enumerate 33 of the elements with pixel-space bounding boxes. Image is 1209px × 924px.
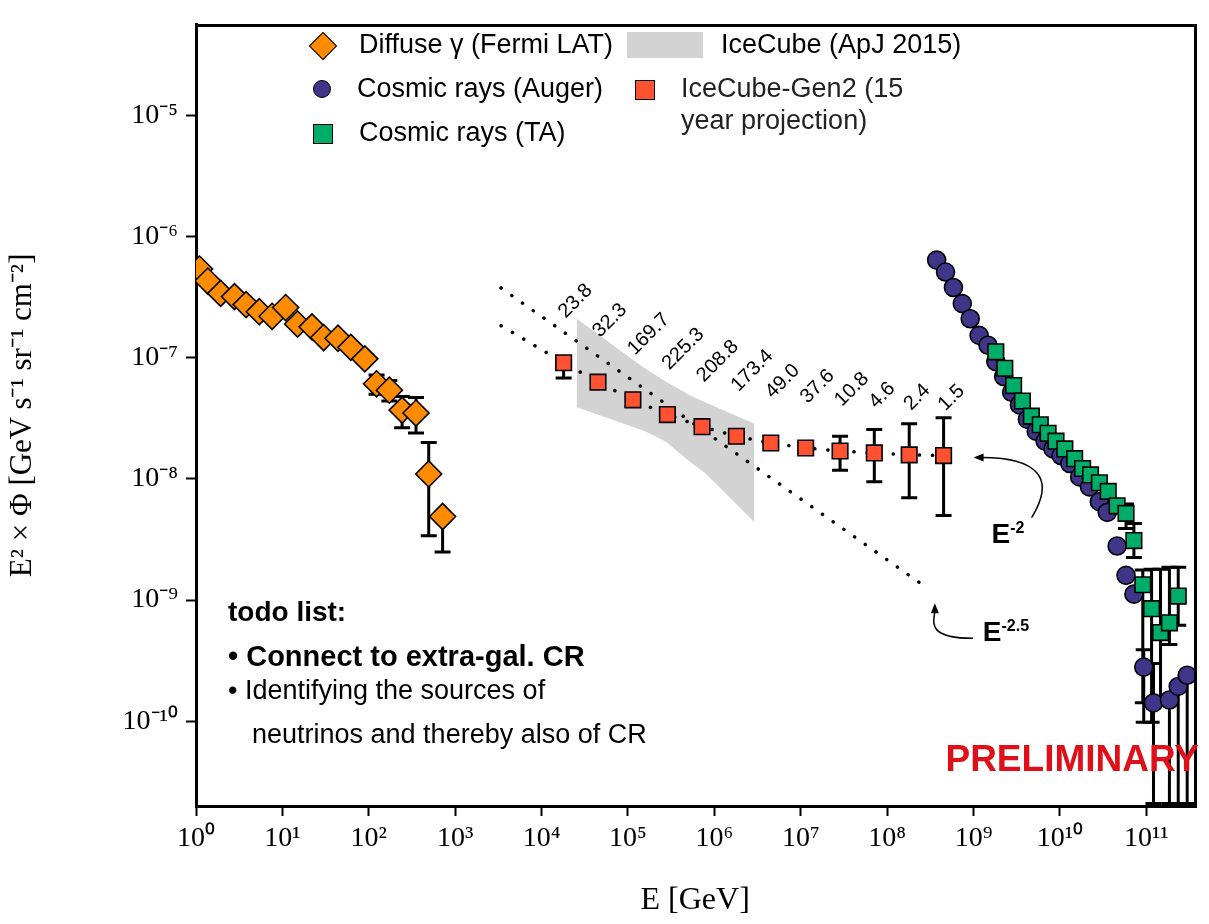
y-tick-label: 10⁻⁵ — [131, 97, 178, 129]
legend-label: IceCube (ApJ 2015) — [721, 28, 962, 60]
x-tick-label: 10³ — [436, 821, 474, 853]
y-tick-label: 10⁻¹⁰ — [122, 703, 178, 735]
annotation: 2.4 — [898, 378, 934, 414]
legend-label: IceCube-Gen2 (15 year projection) — [681, 72, 905, 136]
annotation: E$^{-2}$ — [991, 517, 1025, 550]
x-tick-label: 10⁹ — [954, 821, 993, 853]
legend-label: Diffuse γ (Fermi LAT) — [359, 28, 614, 60]
y-tick-label: 10⁻⁹ — [131, 582, 178, 614]
x-tick-label: 10⁵ — [609, 821, 647, 853]
x-tick-label: 10⁸ — [868, 821, 907, 853]
annotation: • Connect to extra-gal. CR — [228, 640, 585, 673]
annotation: 32.3 — [587, 297, 631, 341]
y-tick-label: 10⁻⁸ — [131, 461, 178, 493]
y-axis-title: E² × Φ [GeV s⁻¹ sr⁻¹ cm⁻²] — [2, 253, 38, 578]
y-tick-label: 10⁻⁷ — [131, 340, 178, 372]
x-tick-label: 10¹⁰ — [1036, 821, 1084, 853]
legend-label: Cosmic rays (TA) — [359, 116, 566, 148]
annotation: 1.5 — [932, 379, 969, 415]
x-axis-title: E [GeV] — [640, 880, 750, 917]
x-tick-label: 10⁷ — [781, 821, 820, 853]
x-tick-label: 10⁰ — [177, 821, 215, 853]
x-tick-label: 10¹¹ — [1123, 821, 1169, 853]
annotation: todo list: — [228, 596, 347, 628]
annotation: E$^{-2.5}$ — [982, 616, 1030, 649]
x-tick-label: 10¹ — [264, 821, 301, 853]
annotation: • Identifying the sources of neutrinos and thereby also of CR — [228, 675, 647, 749]
y-tick-label: 10⁻⁶ — [131, 218, 178, 250]
x-tick-label: 10⁶ — [695, 821, 734, 853]
x-tick-label: 10⁴ — [522, 821, 561, 853]
legend-label: Cosmic rays (Auger) — [357, 72, 604, 104]
x-tick-label: 10² — [350, 821, 387, 853]
